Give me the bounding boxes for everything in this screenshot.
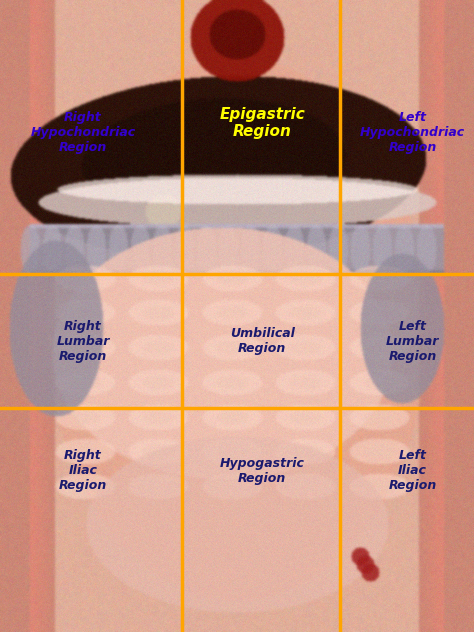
- Text: Left
Lumbar
Region: Left Lumbar Region: [386, 320, 439, 363]
- Text: Umbilical
Region: Umbilical Region: [230, 327, 294, 355]
- Text: Left
Hypochondriac
Region: Left Hypochondriac Region: [360, 111, 465, 154]
- Text: Epigastric
Region: Epigastric Region: [219, 107, 305, 140]
- Text: Right
Hypochondriac
Region: Right Hypochondriac Region: [30, 111, 136, 154]
- Text: Right
Lumbar
Region: Right Lumbar Region: [56, 320, 109, 363]
- Text: Left
Iliac
Region: Left Iliac Region: [388, 449, 437, 492]
- Text: Right
Iliac
Region: Right Iliac Region: [59, 449, 107, 492]
- Text: Hypogastric
Region: Hypogastric Region: [219, 457, 305, 485]
